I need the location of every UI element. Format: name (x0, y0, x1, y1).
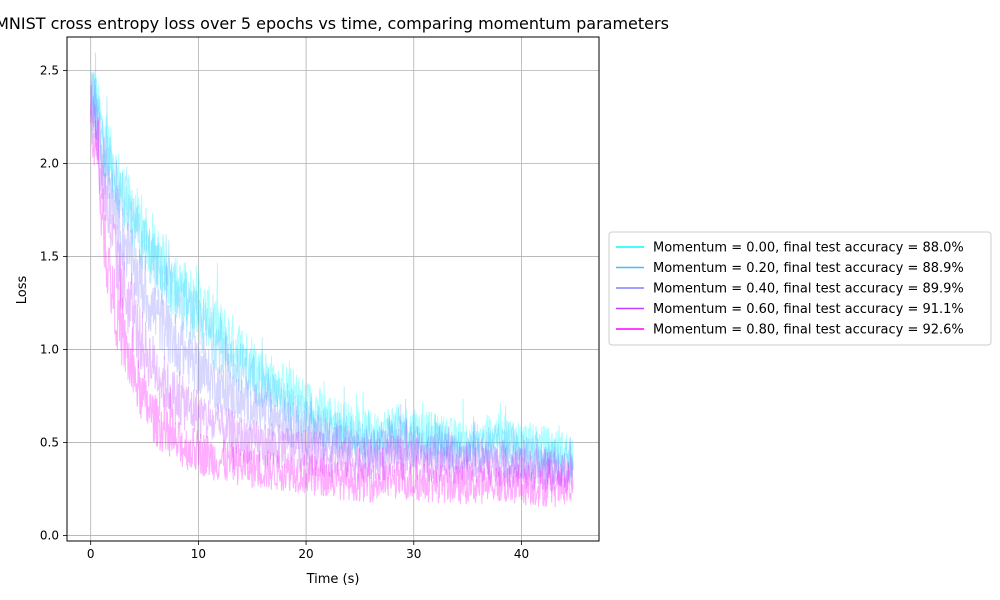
x-tick-label: 40 (514, 547, 529, 561)
series-line (90, 70, 574, 471)
legend-label: Momentum = 0.20, final test accuracy = 8… (653, 261, 964, 276)
legend-frame (608, 231, 992, 346)
y-tick-label: 1.5 (40, 249, 59, 263)
y-tick-label: 1.0 (40, 342, 59, 356)
series-line (90, 52, 574, 488)
legend-label: Momentum = 0.00, final test accuracy = 8… (653, 241, 964, 256)
plot-frame (66, 36, 600, 542)
ticks: 0 10 20 30 40 0.0 0.5 1.0 1.5 2.0 2.5 (40, 63, 529, 561)
y-tick-label: 0.0 (40, 528, 59, 542)
grid (67, 37, 599, 541)
x-axis-label: Time (s) (306, 572, 360, 587)
legend-label: Momentum = 0.80, final test accuracy = 9… (653, 323, 964, 338)
legend-label: Momentum = 0.40, final test accuracy = 8… (653, 282, 964, 297)
y-tick-label: 2.0 (40, 156, 59, 170)
y-tick-label: 2.5 (40, 63, 59, 77)
y-axis-label: Loss (15, 276, 30, 305)
x-tick-label: 20 (298, 547, 313, 561)
x-tick-label: 30 (406, 547, 421, 561)
x-tick-label: 10 (191, 547, 206, 561)
series-line (90, 95, 574, 494)
series-line (90, 71, 574, 479)
legend-label: Momentum = 0.60, final test accuracy = 9… (653, 302, 964, 317)
series-line (90, 84, 574, 508)
chart-title: MNIST cross entropy loss over 5 epochs v… (0, 14, 669, 33)
y-tick-label: 0.5 (40, 435, 59, 449)
series-layer (90, 52, 574, 508)
legend: Momentum = 0.00, final test accuracy = 8… (608, 231, 992, 346)
x-tick-label: 0 (87, 547, 95, 561)
